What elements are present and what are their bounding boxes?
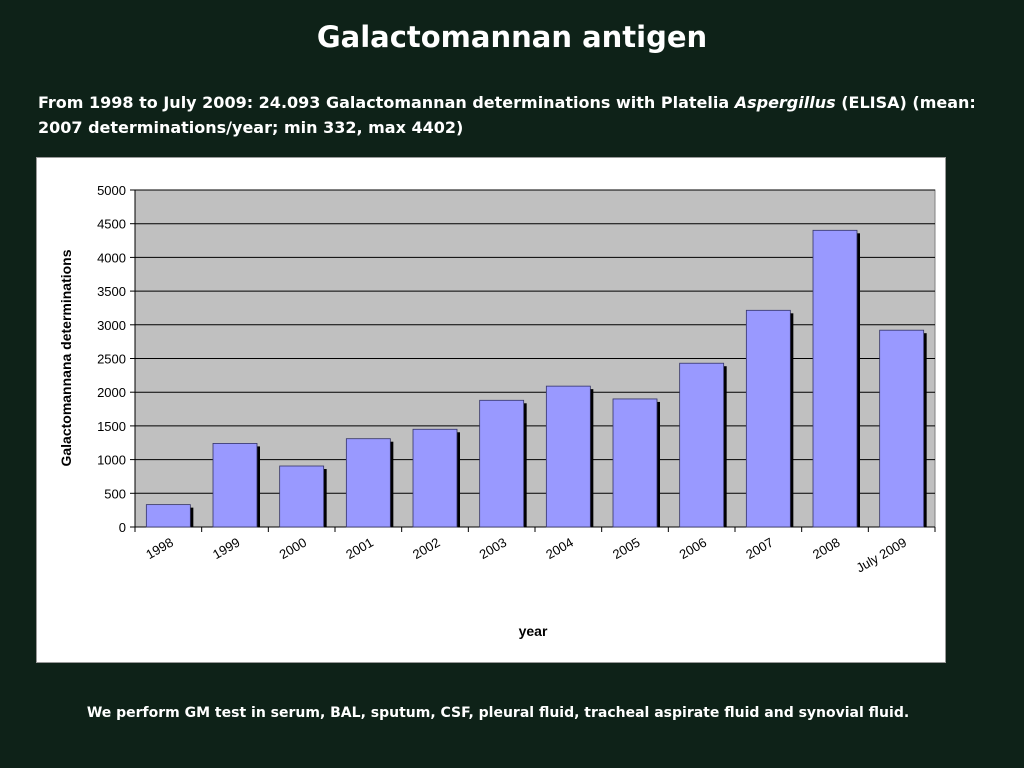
slide-footnote: We perform GM test in serum, BAL, sputum… bbox=[86, 705, 910, 721]
y-axis-title: Galactomannana determinations bbox=[58, 249, 74, 466]
y-tick-label: 5000 bbox=[97, 183, 126, 198]
bar bbox=[745, 309, 791, 528]
bar bbox=[479, 399, 525, 528]
y-tick-label: 4000 bbox=[97, 250, 126, 265]
subtitle-italic-term: Aspergillus bbox=[734, 93, 836, 112]
y-tick-label: 2500 bbox=[97, 352, 126, 367]
x-axis-title: year bbox=[519, 623, 548, 639]
bar bbox=[145, 504, 191, 528]
slide-title: Galactomannan antigen bbox=[316, 20, 708, 54]
bar bbox=[812, 229, 858, 528]
bar bbox=[279, 465, 325, 528]
slide-subtitle: From 1998 to July 2009: 24.093 Galactoma… bbox=[38, 90, 978, 140]
subtitle-text-end: (ELISA) (mean: 2007 determinations/year;… bbox=[38, 93, 976, 137]
y-tick-label: 500 bbox=[104, 486, 126, 501]
x-tick-label: 2000 bbox=[277, 535, 310, 562]
y-tick-label: 3000 bbox=[97, 318, 126, 333]
x-tick-label: 2007 bbox=[743, 535, 776, 562]
x-tick-label: 2005 bbox=[610, 535, 643, 562]
x-tick-label: 2003 bbox=[477, 535, 510, 562]
x-tick-label: 1999 bbox=[210, 535, 243, 562]
bar bbox=[612, 398, 658, 528]
y-tick-label: 4500 bbox=[97, 217, 126, 232]
chart-frame: 0 500 1000 1500 2000 2500 3000 3500 4000 4500 5000… bbox=[36, 157, 946, 663]
x-tick-label: 2004 bbox=[543, 535, 576, 562]
x-tick-label: 2008 bbox=[810, 535, 843, 562]
bar bbox=[345, 438, 391, 528]
x-tick-label: 2001 bbox=[343, 535, 376, 562]
bar bbox=[212, 443, 258, 528]
y-tick-label: 1000 bbox=[97, 453, 126, 468]
bar bbox=[879, 329, 925, 528]
y-tick-label: 3500 bbox=[97, 284, 126, 299]
x-tick-label: 1998 bbox=[143, 535, 176, 562]
bar-chart: 0 500 1000 1500 2000 2500 3000 3500 4000 4500 5000… bbox=[58, 183, 936, 639]
plot-layer: 0 500 1000 1500 2000 2500 3000 3500 4000 4500 5000… bbox=[97, 183, 936, 576]
x-tick-label: 2002 bbox=[410, 535, 443, 562]
bar bbox=[412, 428, 458, 528]
x-tick-label: 2006 bbox=[677, 535, 710, 562]
bar bbox=[679, 362, 725, 528]
y-tick-label: 0 bbox=[119, 520, 126, 535]
bar bbox=[545, 385, 591, 528]
subtitle-text-start: From 1998 to July 2009: 24.093 Galactoma… bbox=[38, 93, 735, 112]
x-tick-label: July 2009 bbox=[853, 535, 909, 576]
y-tick-label: 2000 bbox=[97, 385, 126, 400]
y-tick-label: 1500 bbox=[97, 419, 126, 434]
